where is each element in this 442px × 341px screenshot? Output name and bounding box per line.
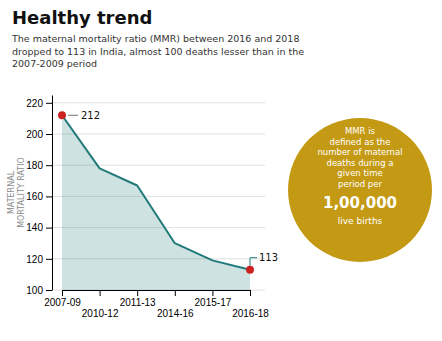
- grid-line: [52, 102, 265, 103]
- subtitle: The maternal mortality ratio (MMR) betwe…: [11, 33, 304, 69]
- y-tick-label: 220: [26, 98, 43, 109]
- x-axis-line: [63, 290, 251, 291]
- y-tick-label: 180: [26, 160, 43, 171]
- y-tick-label: 140: [26, 222, 43, 233]
- x-tick-mark: [212, 290, 213, 296]
- y-axis-title: MATERNALMORTALITY RATIO: [7, 157, 26, 228]
- y-tick: 160: [26, 191, 52, 202]
- x-axis: 2007-092010-122011-132014-162015-172016-…: [44, 290, 269, 319]
- callout-text-sub: live births: [338, 216, 383, 226]
- x-tick-label: 2007-09: [44, 297, 81, 308]
- callout-text-bold: 1,00,000: [323, 194, 397, 212]
- y-tick-mark: [46, 134, 52, 135]
- y-tick-mark: [46, 228, 52, 229]
- grid-line: [52, 134, 265, 135]
- x-tick-mark: [175, 290, 176, 296]
- x-tick: 2015-17: [195, 290, 232, 308]
- x-tick-label: 2014-16: [157, 308, 194, 319]
- x-tick-mark: [250, 290, 251, 296]
- y-tick-label: 120: [26, 253, 43, 264]
- y-tick: 140: [26, 222, 52, 233]
- chart: Healthy trend The maternal mortality rati…: [0, 0, 442, 341]
- x-tick-label: 2010-12: [82, 308, 119, 319]
- callout-circle: [288, 118, 432, 262]
- y-tick: 180: [26, 160, 52, 171]
- x-tick: 2014-16: [157, 290, 194, 319]
- y-tick-mark: [46, 103, 52, 104]
- y-tick-label: 160: [26, 191, 43, 202]
- x-tick: 2010-12: [82, 290, 119, 319]
- callout-text: MMR isdefined as thenumber of maternalde…: [317, 126, 402, 189]
- y-axis: 100 120 140 160 180 200 220: [26, 96, 52, 296]
- x-tick-mark: [62, 290, 63, 296]
- x-tick: 2007-09: [44, 290, 81, 308]
- annotations: 212 113: [68, 110, 278, 266]
- y-tick: 220: [26, 98, 52, 109]
- y-tick-mark: [46, 259, 52, 260]
- y-tick-label: 100: [26, 285, 43, 296]
- annotation-leader: [68, 115, 78, 116]
- y-tick: 100: [26, 285, 52, 296]
- y-axis-line: [52, 96, 53, 291]
- x-tick-mark: [100, 290, 101, 296]
- x-tick-label: 2016-18: [232, 308, 269, 319]
- highlight-dot: [58, 111, 66, 119]
- y-tick: 120: [26, 253, 52, 264]
- x-tick-label: 2015-17: [195, 297, 232, 308]
- y-tick: 200: [26, 129, 52, 140]
- y-tick-mark: [46, 165, 52, 166]
- annotation: 113: [259, 252, 278, 263]
- title: Healthy trend: [12, 7, 152, 28]
- plot-area: [58, 111, 254, 290]
- grid: [52, 103, 265, 290]
- area: [62, 115, 250, 290]
- x-tick-label: 2011-13: [120, 297, 156, 308]
- x-tick: 2011-13: [120, 290, 156, 308]
- y-tick-mark: [46, 290, 52, 291]
- y-tick-label: 200: [26, 129, 43, 140]
- line: [62, 115, 250, 269]
- x-tick-mark: [137, 290, 138, 296]
- x-tick: 2016-18: [232, 290, 269, 319]
- callout: MMR isdefined as thenumber of maternalde…: [288, 118, 432, 262]
- y-tick-mark: [46, 196, 52, 197]
- annotation: 212: [81, 110, 100, 121]
- annotation-leader: [250, 258, 257, 266]
- highlight-dot: [246, 266, 254, 274]
